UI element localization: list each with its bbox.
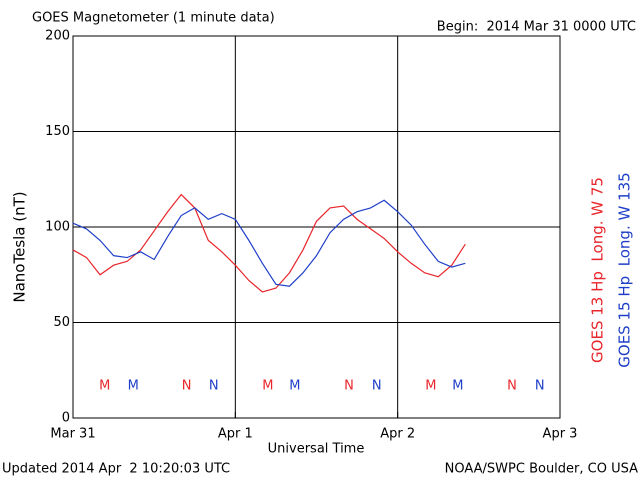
time-marker: M	[99, 379, 110, 394]
time-marker: N	[535, 379, 545, 394]
time-marker: N	[372, 379, 382, 394]
y-tick-label: 150	[45, 124, 70, 139]
series-line	[72, 193, 466, 293]
x-tick-label: Apr 2	[380, 427, 415, 442]
y-tick-label: 50	[53, 315, 70, 330]
footer-right: NOAA/SWPC Boulder, CO USA	[445, 462, 638, 477]
footer-left: Updated 2014 Apr 2 10:20:03 UTC	[2, 462, 230, 477]
y-tick-label: 100	[45, 220, 70, 235]
time-marker: N	[344, 379, 354, 394]
x-tick-label: Apr 3	[543, 427, 578, 442]
x-tick-label: Mar 31	[50, 427, 95, 442]
y-tick-label: 0	[62, 411, 70, 426]
chart-subtitle: Begin: 2014 Mar 31 0000 UTC	[437, 20, 636, 35]
x-axis-label: Universal Time	[268, 442, 365, 457]
series-line	[72, 199, 466, 287]
time-marker: N	[209, 379, 219, 394]
time-marker: M	[262, 379, 273, 394]
y-tick-label: 200	[45, 29, 70, 44]
x-tick-label: Apr 1	[218, 427, 253, 442]
legend-entry: GOES 13 Hp Long. W 75	[589, 177, 607, 363]
time-marker: M	[128, 379, 139, 394]
y-axis-label: NanoTesla (nT)	[11, 191, 29, 302]
time-marker: M	[425, 379, 436, 394]
time-marker: M	[452, 379, 463, 394]
time-marker: N	[182, 379, 192, 394]
chart-title: GOES Magnetometer (1 minute data)	[32, 11, 275, 26]
legend-entry: GOES 15 Hp Long. W 135	[616, 172, 634, 367]
time-marker: N	[507, 379, 517, 394]
time-marker: M	[289, 379, 300, 394]
